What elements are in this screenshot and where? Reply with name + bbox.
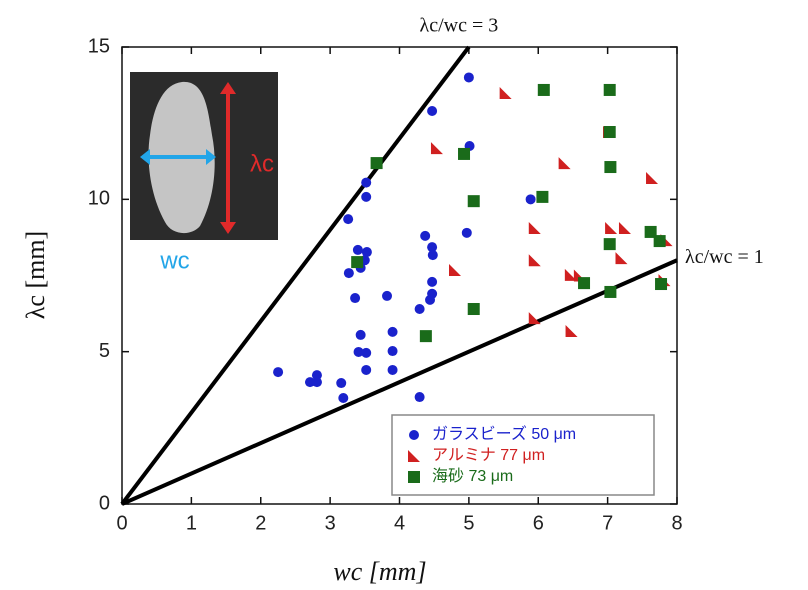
point bbox=[463, 72, 474, 83]
point bbox=[605, 221, 618, 234]
legend-label: アルミナ 77 μm bbox=[432, 447, 545, 464]
inset-width-label: wc bbox=[159, 247, 189, 274]
plot-frame bbox=[121, 46, 678, 505]
point bbox=[618, 221, 631, 234]
point bbox=[644, 225, 657, 238]
legend-marker bbox=[408, 471, 420, 483]
point bbox=[528, 254, 541, 267]
point bbox=[427, 250, 438, 261]
reference-label: λc/wc = 3 bbox=[420, 15, 499, 37]
legend-label: 海砂 73 μm bbox=[432, 467, 513, 485]
point bbox=[536, 190, 549, 203]
point bbox=[653, 235, 666, 248]
point bbox=[420, 230, 431, 241]
point bbox=[311, 370, 322, 381]
x-tick-label: 1 bbox=[186, 512, 197, 534]
point bbox=[305, 377, 316, 388]
point bbox=[430, 142, 443, 155]
point bbox=[449, 264, 461, 277]
point bbox=[646, 172, 659, 185]
point bbox=[351, 256, 364, 269]
point bbox=[361, 177, 372, 188]
point bbox=[467, 303, 480, 316]
point bbox=[353, 346, 364, 357]
point bbox=[311, 377, 322, 388]
point bbox=[467, 195, 480, 208]
y-tick-label: 5 bbox=[99, 340, 110, 362]
x-tick-label: 5 bbox=[463, 512, 474, 534]
point bbox=[615, 252, 628, 265]
point bbox=[458, 147, 471, 160]
legend-marker bbox=[409, 430, 419, 440]
x-tick-label: 3 bbox=[325, 512, 336, 534]
x-tick-label: 7 bbox=[602, 512, 613, 534]
point bbox=[361, 364, 372, 375]
y-tick-label: 10 bbox=[88, 188, 110, 210]
x-tick-label: 0 bbox=[116, 512, 127, 534]
point bbox=[273, 367, 284, 378]
point bbox=[361, 191, 372, 202]
inset-photo: λc wc bbox=[130, 72, 278, 274]
reference-label: λc/wc = 1 bbox=[685, 246, 764, 268]
point bbox=[370, 157, 383, 170]
point bbox=[427, 105, 438, 116]
point bbox=[604, 285, 617, 298]
point bbox=[655, 278, 668, 291]
point bbox=[336, 378, 347, 389]
point bbox=[528, 312, 541, 325]
point bbox=[350, 293, 361, 304]
point bbox=[425, 294, 436, 305]
point bbox=[387, 346, 398, 357]
point bbox=[564, 268, 577, 281]
point bbox=[361, 247, 372, 258]
x-axis-title: wc [mm] bbox=[333, 557, 426, 586]
point bbox=[603, 126, 616, 139]
y-tick-label: 15 bbox=[88, 35, 110, 57]
x-tick-label: 4 bbox=[394, 512, 405, 534]
point bbox=[499, 87, 512, 100]
point bbox=[461, 227, 472, 238]
x-tick-label: 8 bbox=[671, 512, 682, 534]
legend-label: ガラスビーズ 50 μm bbox=[432, 425, 576, 443]
point bbox=[578, 277, 591, 290]
point bbox=[352, 244, 363, 255]
inset-height-label: λc bbox=[250, 150, 274, 177]
point bbox=[603, 83, 616, 96]
x-tick-label: 2 bbox=[255, 512, 266, 534]
point bbox=[414, 392, 425, 403]
point bbox=[361, 347, 372, 358]
point bbox=[387, 364, 398, 375]
point bbox=[338, 392, 349, 403]
point bbox=[537, 83, 550, 96]
point bbox=[528, 221, 541, 234]
point bbox=[414, 304, 425, 315]
legend-marker bbox=[408, 450, 420, 462]
point bbox=[604, 161, 617, 174]
point bbox=[343, 214, 354, 225]
x-tick-label: 6 bbox=[533, 512, 544, 534]
reference-line bbox=[121, 258, 678, 506]
point bbox=[427, 276, 438, 287]
point bbox=[558, 157, 571, 170]
point bbox=[565, 324, 578, 337]
point bbox=[387, 326, 398, 337]
point bbox=[603, 238, 616, 251]
point bbox=[355, 329, 366, 340]
y-axis-title: λc [mm] bbox=[21, 231, 50, 319]
point bbox=[382, 290, 393, 301]
reference-line bbox=[120, 45, 471, 506]
point bbox=[427, 242, 438, 253]
point bbox=[419, 330, 432, 343]
legend-box bbox=[391, 414, 655, 496]
point bbox=[343, 268, 354, 279]
y-tick-label: 0 bbox=[99, 492, 110, 514]
point bbox=[525, 194, 536, 205]
